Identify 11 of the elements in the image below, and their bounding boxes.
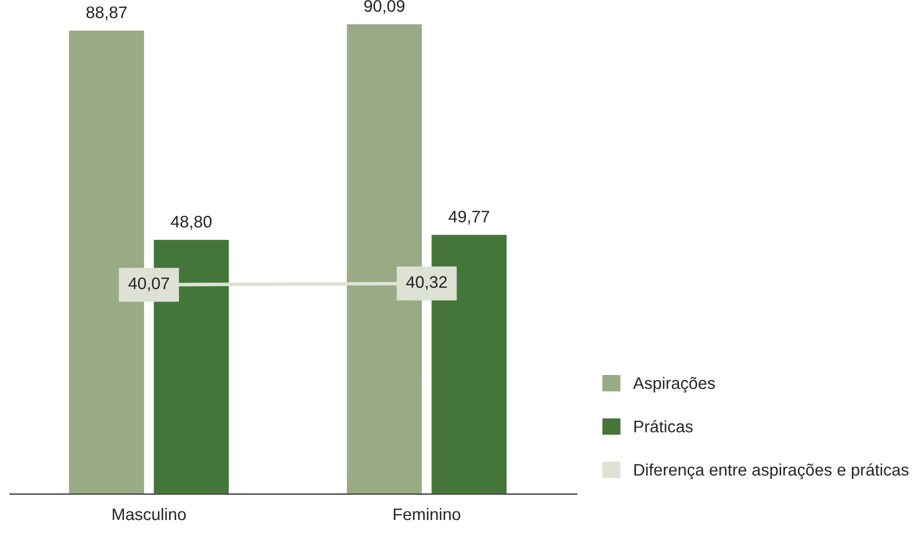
legend-label: Aspirações	[633, 376, 715, 392]
legend-label: Práticas	[634, 420, 693, 432]
x-tick-label: Masculino	[112, 508, 186, 520]
data-label: 90,09	[364, 0, 404, 14]
data-label: 40,07	[128, 277, 169, 292]
legend-label: Diferença entre aspirações e práticas	[634, 463, 909, 480]
data-label: 88,87	[86, 6, 127, 20]
data-label: 49,77	[448, 210, 490, 224]
data-label: 40,32	[406, 276, 447, 290]
data-label: 48,80	[170, 216, 212, 230]
x-tick-label: Feminino	[394, 508, 460, 520]
